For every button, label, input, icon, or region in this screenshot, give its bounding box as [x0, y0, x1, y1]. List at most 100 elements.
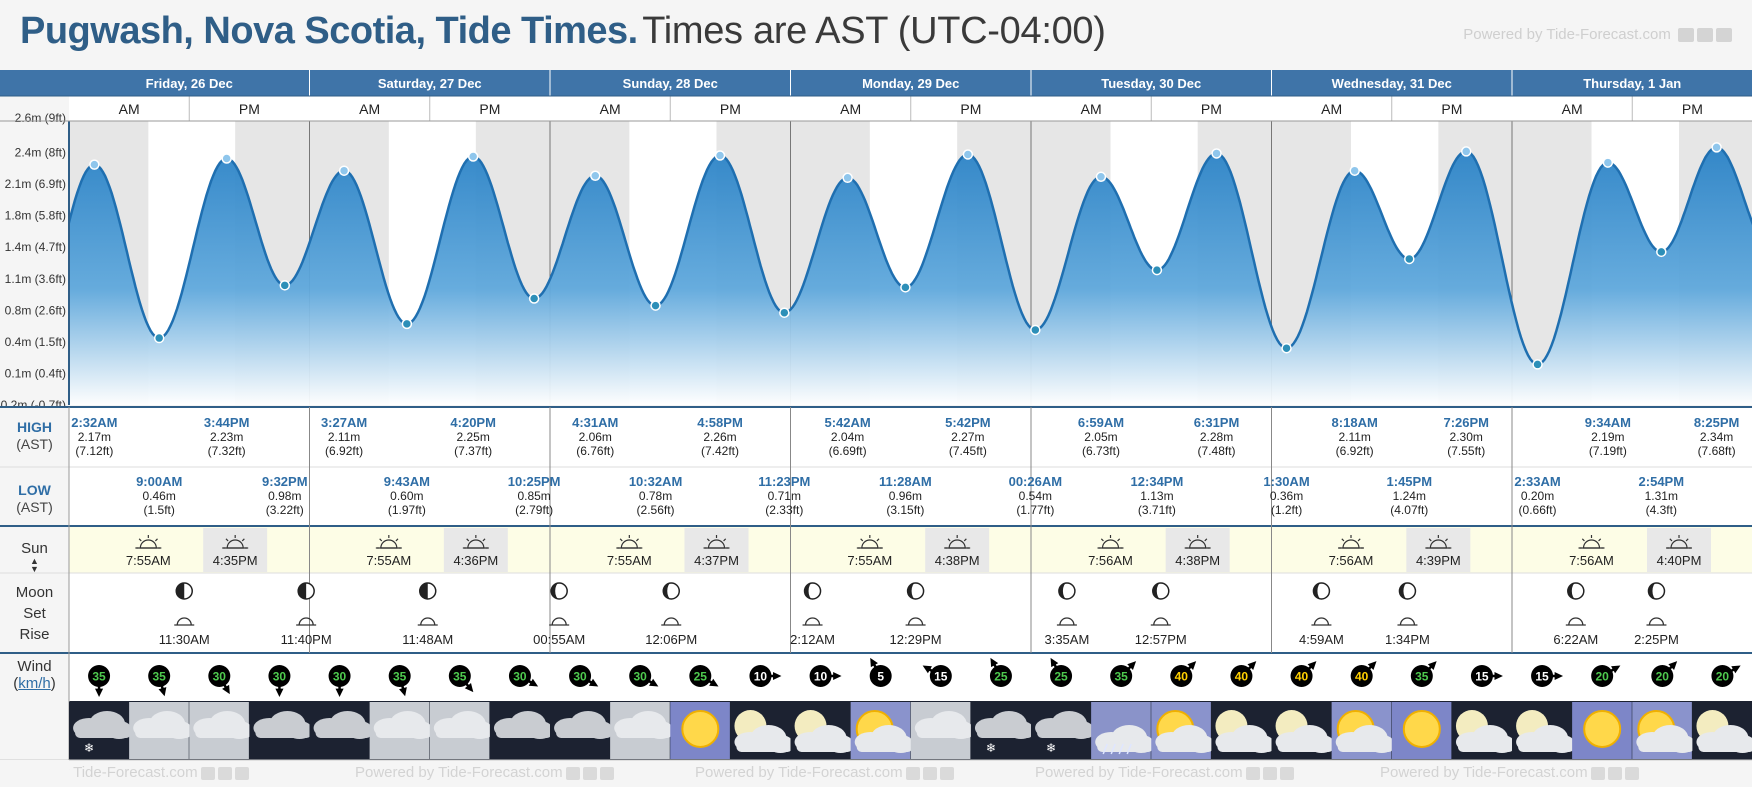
moon-shadow	[1648, 583, 1657, 599]
high-tide-cell: 8:18AM 2.11m (6.92ft)	[1310, 416, 1400, 459]
sunset-icon	[1429, 539, 1447, 549]
high-tide-height-m: 2.25m	[456, 430, 490, 444]
cloud-part	[916, 728, 973, 738]
high-tide-height-m: 2.04m	[830, 430, 865, 444]
low-label: LOW	[18, 482, 51, 498]
cloudy-night-icon	[249, 702, 313, 759]
low-tide-cell: 11:28AM 0.96m (3.15ft)	[860, 475, 950, 518]
moonrise-icon	[1399, 617, 1416, 626]
wind-arrow-head	[275, 688, 284, 697]
partly-cloudy-night-icon	[1271, 702, 1335, 759]
wind-speed: 35	[1415, 670, 1429, 684]
low-tide-cell: 9:32PM 0.98m (3.22ft)	[240, 475, 330, 518]
low-tide-time: 1:30AM	[1263, 474, 1310, 489]
low-tide-height-ft: (3.71ft)	[1137, 503, 1176, 517]
high-tide-time: 5:42PM	[945, 415, 991, 430]
cloud-part	[435, 728, 492, 738]
social-icon	[1245, 766, 1260, 780]
high-tide-height-m: 2.05m	[1084, 430, 1118, 444]
moon-set-label: Set	[23, 605, 46, 622]
wind-badge	[689, 665, 712, 687]
high-tide-time: 3:44PM	[203, 415, 250, 430]
wind-speed: 30	[573, 670, 587, 684]
high-tide-height-m: 2.11m	[1338, 430, 1371, 444]
wind-arrow-head	[870, 657, 878, 668]
day-header: Friday, 26 Dec	[146, 76, 233, 91]
low-tide-height-m: 0.98m	[268, 489, 302, 503]
high-tide-cell: 3:27AM 2.11m (6.92ft)	[299, 416, 389, 459]
wind-badge	[809, 665, 832, 687]
wind-unit-link[interactable]: km/h	[18, 675, 51, 692]
low-tide-point	[1404, 253, 1415, 265]
cloud-part	[195, 728, 252, 738]
wind-row-label: Wind (km/h)	[0, 658, 69, 692]
cloudy-night-icon	[309, 702, 373, 759]
low-tide-point	[779, 307, 790, 318]
wind-badge	[749, 665, 772, 687]
high-tide-cell: 4:31AM 2.06m (6.76ft)	[550, 416, 640, 459]
wind-badge	[1470, 665, 1493, 687]
partly-cloudy-day-icon	[1331, 702, 1395, 759]
cloud-part	[315, 728, 372, 738]
wind-arrow-head	[1127, 661, 1137, 670]
low-tide-height-ft: (1.77ft)	[1016, 503, 1055, 517]
high-tide-time: 7:26PM	[1443, 415, 1489, 430]
powered-by-badge[interactable]: Powered by Tide-Forecast.com	[1463, 26, 1732, 43]
wind-arrow-head	[1611, 665, 1621, 674]
high-tide-cell: 4:58PM 2.26m (7.42ft)	[675, 416, 765, 459]
high-tide-height-ft: (6.92ft)	[325, 444, 364, 458]
sun-ray	[1685, 538, 1689, 542]
y-tick-label: 0.8m (2.6ft)	[5, 303, 66, 317]
high-tide-height-ft: (7.68ft)	[1697, 444, 1736, 458]
sun-ray	[1669, 538, 1673, 542]
wind-arrow-head	[222, 684, 230, 695]
cloud-part	[976, 728, 1033, 738]
pm-label: PM	[479, 101, 500, 117]
cloud-part	[495, 728, 552, 738]
sun-ray	[138, 538, 142, 542]
wind-badge	[989, 665, 1012, 687]
low-tide-cell: 9:43AM 0.60m (1.97ft)	[362, 475, 452, 518]
low-tide-point	[279, 280, 291, 291]
y-tick-label: 1.1m (3.6ft)	[5, 272, 66, 286]
high-tide-height-ft: (6.69ft)	[828, 444, 867, 458]
high-tide-cell: 3:44PM 2.23m (7.32ft)	[182, 415, 272, 459]
social-icon	[1716, 28, 1732, 43]
high-tide-height-ft: (7.32ft)	[207, 444, 246, 458]
high-tide-height-ft: (7.37ft)	[454, 444, 493, 458]
low-tide-time: 10:25PM	[507, 474, 561, 489]
high-tide-height-m: 2.28m	[1199, 430, 1234, 444]
social-icon	[1624, 766, 1639, 780]
y-axis-bg	[0, 121, 69, 405]
wind-speed: 40	[1175, 670, 1189, 684]
social-icon	[1697, 28, 1713, 43]
low-row-label: LOW (AST)	[0, 482, 69, 516]
am-label: AM	[1321, 101, 1342, 117]
low-tide-time: 00:26AM	[1008, 474, 1063, 489]
day-header: Sunday, 28 Dec	[623, 76, 718, 91]
moonrise-time: 12:29PM	[889, 632, 942, 647]
cloudy-night-snow-icon: ❄	[69, 702, 133, 759]
wind-arrow-head	[1367, 661, 1377, 670]
high-tide-height-m: 2.17m	[77, 430, 112, 444]
high-tide-height-m: 2.23m	[209, 430, 244, 444]
high-tide-cell: 8:25PM 2.34m (7.68ft)	[1672, 416, 1752, 459]
low-tide-cell: 12:34PM 1.13m (3.71ft)	[1112, 475, 1202, 518]
high-tide-cell: 5:42AM 2.04m (6.69ft)	[803, 416, 893, 459]
social-icon	[1262, 766, 1277, 780]
high-tide-height-m: 2.06m	[578, 430, 612, 444]
high-row-bg	[0, 407, 1752, 467]
low-tide-point	[528, 293, 540, 304]
cloudy-night-icon	[489, 702, 553, 759]
cloud-part	[375, 728, 432, 738]
partly-cloudy-night-icon	[1451, 702, 1515, 759]
sun-ray	[379, 538, 383, 542]
footer-label-cover	[0, 760, 69, 787]
moonset-icon	[551, 617, 567, 626]
low-tide-height-ft: (1.5ft)	[143, 503, 175, 517]
cloud-part	[1217, 742, 1274, 752]
wind-arrow-head	[95, 688, 104, 697]
low-tide-height-ft: (4.07ft)	[1390, 503, 1429, 517]
wind-badge	[629, 665, 652, 687]
